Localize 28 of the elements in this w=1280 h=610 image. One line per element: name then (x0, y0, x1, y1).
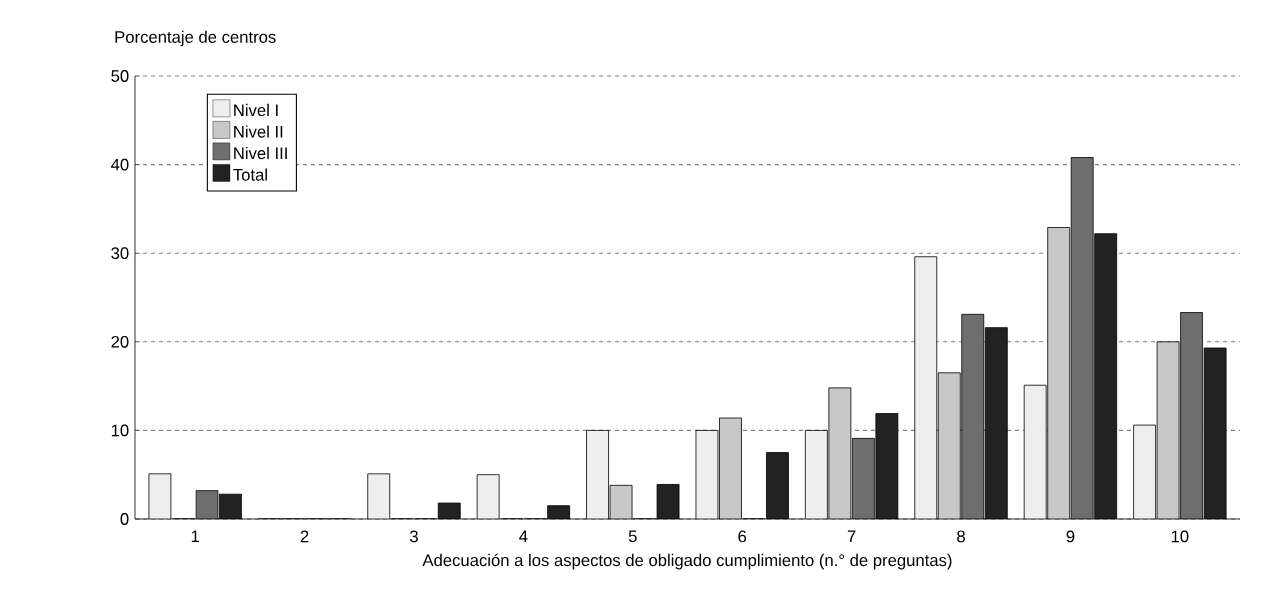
x-axis-title: Adecuación a los aspectos de obligado cumplimiento (n.° de preguntas) (422, 553, 952, 570)
legend-label: Nivel III (234, 146, 287, 160)
legend-label: Nivel I (234, 103, 278, 117)
bar (805, 430, 828, 519)
y-tick-label: 30 (111, 247, 129, 260)
x-tick-label: 6 (738, 530, 747, 543)
bar (367, 473, 390, 519)
y-tick-label: 50 (111, 70, 129, 82)
x-tick-label: 9 (1066, 530, 1075, 543)
y-tick-label: 40 (111, 158, 129, 171)
x-tick-label: 5 (628, 530, 637, 543)
bar (586, 430, 609, 519)
x-tick-label: 7 (847, 530, 856, 542)
legend-label: Nivel II (234, 125, 283, 138)
x-tick-label: 3 (409, 530, 418, 543)
x-tick-label: 10 (1171, 530, 1189, 543)
y-tick-label: 0 (120, 513, 129, 525)
x-tick-label: 8 (957, 530, 965, 543)
y-tick-label: 20 (111, 335, 129, 348)
y-tick-label: 10 (111, 424, 129, 437)
x-tick-label: 1 (191, 530, 199, 542)
bar (1024, 385, 1047, 519)
bar (914, 256, 937, 519)
x-tick-label: 4 (519, 530, 528, 542)
y-axis-title: Porcentaje de centros (115, 30, 276, 47)
legend-label: Total (233, 168, 267, 181)
x-tick-label: 2 (300, 530, 309, 543)
bar (1133, 424, 1156, 519)
